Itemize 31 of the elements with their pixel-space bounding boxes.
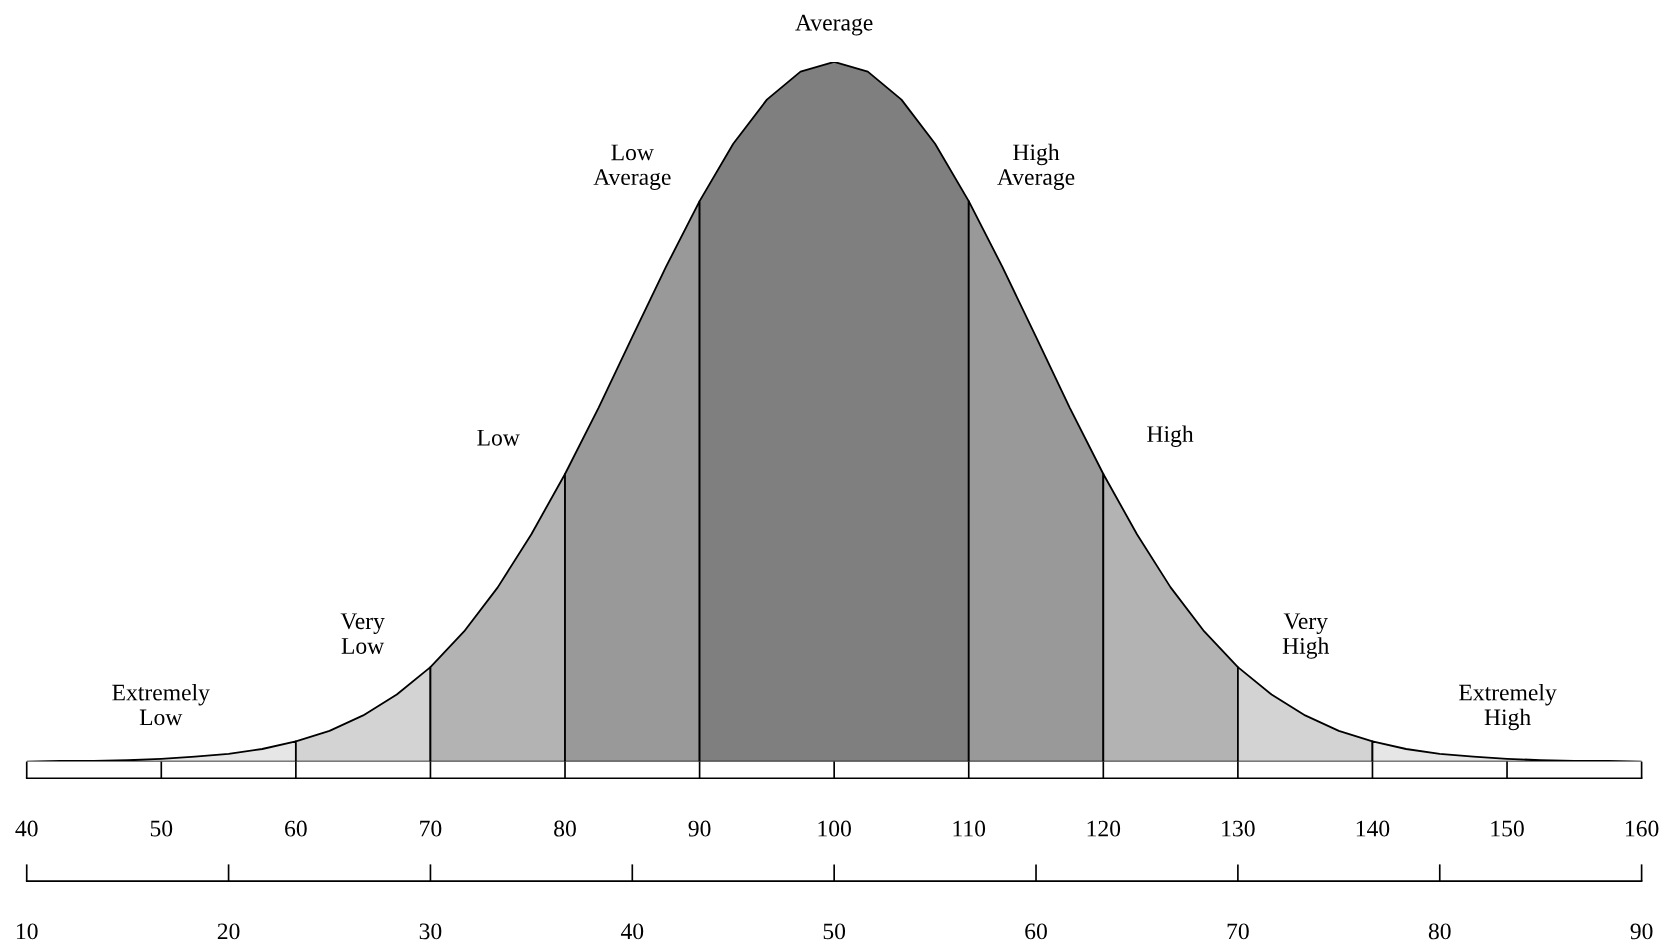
x-tick-label: 120 bbox=[1087, 820, 1121, 837]
annotation: High bbox=[1147, 425, 1194, 447]
x2-tick-label: 20 bbox=[217, 923, 240, 940]
x-tick-label: 140 bbox=[1356, 820, 1390, 837]
x2-tick-label: 60 bbox=[1025, 923, 1047, 940]
x-tick-label: 90 bbox=[688, 820, 711, 837]
x2-tick-label: 70 bbox=[1227, 923, 1249, 940]
x2-tick-label: 30 bbox=[419, 923, 442, 940]
x2-tick-label: 10 bbox=[16, 923, 38, 940]
x-tick-label: 110 bbox=[953, 820, 986, 837]
x2-tick-label: 40 bbox=[620, 923, 644, 940]
annotation: Low Average bbox=[593, 144, 671, 190]
x-tick-label: 160 bbox=[1625, 820, 1659, 837]
annotation: Very High bbox=[1282, 613, 1330, 659]
x-tick-label: 80 bbox=[554, 820, 576, 837]
annotation: Low bbox=[477, 429, 520, 446]
x-tick-label: 150 bbox=[1491, 820, 1524, 837]
x2-tick-label: 90 bbox=[1630, 923, 1653, 940]
annotation: High Average bbox=[997, 143, 1075, 190]
text: Average bbox=[795, 14, 873, 36]
x-tick-label: 60 bbox=[285, 820, 307, 837]
x-tick-label: 40 bbox=[15, 820, 38, 837]
x2-tick-label: 50 bbox=[823, 923, 846, 940]
x-tick-label: 50 bbox=[150, 820, 173, 837]
annotation: Extremely Low bbox=[112, 683, 210, 726]
x2-tick-label: 80 bbox=[1428, 923, 1451, 940]
annotation: Very Low bbox=[340, 613, 385, 654]
x-tick-label: 130 bbox=[1222, 820, 1255, 837]
x-tick-label: 100 bbox=[818, 820, 851, 837]
annotation: Extremely High bbox=[1459, 683, 1557, 731]
x-tick-label: 70 bbox=[420, 820, 442, 837]
